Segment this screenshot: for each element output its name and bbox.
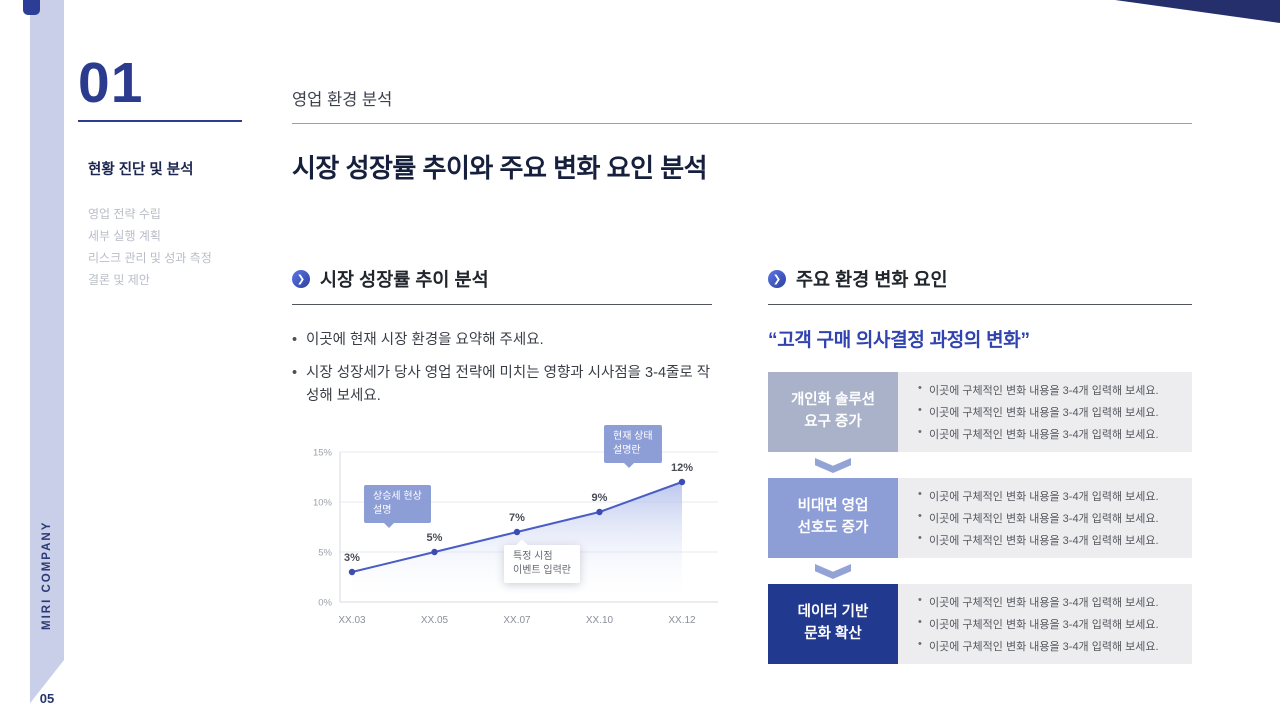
chart-annotation-event: 특정 시점 이벤트 입력란 (504, 545, 580, 584)
factor-row-data-culture: 데이터 기반 문화 확산 이곳에 구체적인 변화 내용을 3-4개 입력해 보세… (768, 584, 1192, 664)
svg-text:10%: 10% (313, 498, 333, 509)
nav-item[interactable]: 결론 및 제안 (88, 273, 150, 287)
growth-note-item: 이곳에 현재 시장 환경을 요약해 주세요. (292, 329, 712, 352)
down-arrow-icon (815, 564, 851, 579)
annotation-text: 특정 시점 (513, 551, 553, 563)
down-arrow-icon (815, 458, 851, 473)
nav-item-active[interactable]: 현황 진단 및 분석 (88, 162, 194, 178)
factor-bullet: 이곳에 구체적인 변화 내용을 3-4개 입력해 보세요. (918, 638, 1180, 654)
svg-text:15%: 15% (313, 448, 333, 459)
top-right-corner-triangle (1115, 0, 1280, 23)
chevron-right-icon: ❯ (768, 270, 786, 288)
section-number: 01 (78, 51, 144, 115)
nav-item[interactable]: 리스크 관리 및 성과 측정 (88, 251, 212, 265)
svg-text:9%: 9% (592, 492, 608, 504)
factor-bullet: 이곳에 구체적인 변화 내용을 3-4개 입력해 보세요. (918, 426, 1180, 442)
left-accent-strip (30, 0, 64, 720)
chevron-right-icon: ❯ (292, 270, 310, 288)
growth-chart: 0% 5% 10% 15% 3% XX.03 5% XX.05 7% XX.07 9% XX.10 12… (292, 425, 724, 632)
factor-label-line: 요구 증가 (804, 414, 862, 430)
factor-bullet: 이곳에 구체적인 변화 내용을 3-4개 입력해 보세요. (918, 616, 1180, 632)
annotation-text: 설명 (373, 505, 392, 517)
factor-label-line: 개인화 솔루션 (790, 392, 876, 409)
factor-label: 비대면 영업 선호도 증가 (768, 478, 898, 558)
svg-text:12%: 12% (671, 462, 693, 474)
svg-text:5%: 5% (427, 532, 443, 544)
environment-factors-panel: ❯ 주요 환경 변화 요인 “고객 구매 의사결정 과정의 변화” 개인화 솔루… (768, 266, 1192, 664)
factor-row-remote-sales: 비대면 영업 선호도 증가 이곳에 구체적인 변화 내용을 3-4개 입력해 보… (768, 478, 1192, 579)
growth-panel-heading: 시장 성장률 추이 분석 (320, 269, 489, 290)
factor-label-line: 비대면 영업 (797, 498, 869, 515)
nav-item[interactable]: 세부 실행 계획 (88, 229, 161, 243)
factor-bullet: 이곳에 구체적인 변화 내용을 3-4개 입력해 보세요. (918, 532, 1180, 548)
factor-label-line: 문화 확산 (804, 626, 862, 642)
page-number: 05 (39, 691, 55, 706)
annotation-text: 설명란 (613, 445, 641, 457)
factor-label-line: 선호도 증가 (797, 520, 869, 536)
growth-panel-header: ❯ 시장 성장률 추이 분석 (292, 266, 712, 305)
section-number-block: 01 (78, 51, 242, 122)
factor-bullet: 이곳에 구체적인 변화 내용을 3-4개 입력해 보세요. (918, 404, 1180, 420)
svg-text:XX.05: XX.05 (421, 615, 449, 626)
factor-label-line: 데이터 기반 (797, 604, 869, 621)
svg-text:XX.10: XX.10 (586, 615, 614, 626)
annotation-text: 이벤트 입력란 (513, 565, 571, 577)
factor-label: 데이터 기반 문화 확산 (768, 584, 898, 664)
factor-row-personalization: 개인화 솔루션 요구 증가 이곳에 구체적인 변화 내용을 3-4개 입력해 보… (768, 372, 1192, 473)
chart-annotation-current: 현재 상태 설명란 (604, 425, 662, 469)
growth-notes: 이곳에 현재 시장 환경을 요약해 주세요. 시장 성장세가 당사 영업 전략에… (292, 329, 712, 407)
slide-title: 시장 성장률 추이와 주요 변화 요인 분석 (292, 153, 708, 183)
factor-bullet: 이곳에 구체적인 변화 내용을 3-4개 입력해 보세요. (918, 382, 1180, 398)
svg-text:7%: 7% (509, 512, 525, 524)
strip-diagonal-cut (30, 660, 64, 720)
growth-note-item: 시장 성장세가 당사 영업 전략에 미치는 영향과 시사점을 3-4줄로 작성해… (292, 362, 712, 407)
svg-text:0%: 0% (318, 598, 332, 609)
factor-label: 개인화 솔루션 요구 증가 (768, 372, 898, 452)
factor-bullet: 이곳에 구체적인 변화 내용을 3-4개 입력해 보세요. (918, 488, 1180, 504)
nav-item[interactable]: 영업 전략 수립 (88, 207, 161, 221)
svg-text:XX.12: XX.12 (668, 615, 696, 626)
factor-details: 이곳에 구체적인 변화 내용을 3-4개 입력해 보세요. 이곳에 구체적인 변… (898, 478, 1192, 558)
svg-text:3%: 3% (344, 552, 360, 564)
svg-text:XX.03: XX.03 (338, 615, 366, 626)
factor-bullet: 이곳에 구체적인 변화 내용을 3-4개 입력해 보세요. (918, 594, 1180, 610)
factors-panel-header: ❯ 주요 환경 변화 요인 (768, 266, 1192, 305)
factor-details: 이곳에 구체적인 변화 내용을 3-4개 입력해 보세요. 이곳에 구체적인 변… (898, 372, 1192, 452)
chart-annotation-rise: 상승세 현상 설명 (364, 485, 431, 529)
growth-trend-panel: ❯ 시장 성장률 추이 분석 이곳에 현재 시장 환경을 요약해 주세요. 시장… (292, 266, 718, 632)
slide-kicker: 영업 환경 분석 (292, 91, 393, 109)
agenda-nav: 현황 진단 및 분석 영업 전략 수립 세부 실행 계획 리스크 관리 및 성과… (88, 158, 278, 291)
factors-quote: “고객 구매 의사결정 과정의 변화” (768, 330, 1030, 351)
factor-rows: 개인화 솔루션 요구 증가 이곳에 구체적인 변화 내용을 3-4개 입력해 보… (768, 372, 1192, 664)
annotation-text: 상승세 현상 (373, 491, 422, 503)
svg-text:5%: 5% (318, 548, 332, 559)
header-rule: 영업 환경 분석 (292, 86, 1192, 124)
svg-text:XX.07: XX.07 (503, 615, 531, 626)
annotation-text: 현재 상태 (613, 431, 653, 443)
top-left-tab-shape (23, 0, 40, 15)
factor-details: 이곳에 구체적인 변화 내용을 3-4개 입력해 보세요. 이곳에 구체적인 변… (898, 584, 1192, 664)
factors-panel-heading: 주요 환경 변화 요인 (796, 269, 948, 290)
factor-bullet: 이곳에 구체적인 변화 내용을 3-4개 입력해 보세요. (918, 510, 1180, 526)
brand-vertical-text: MIRI COMPANY (41, 520, 53, 630)
